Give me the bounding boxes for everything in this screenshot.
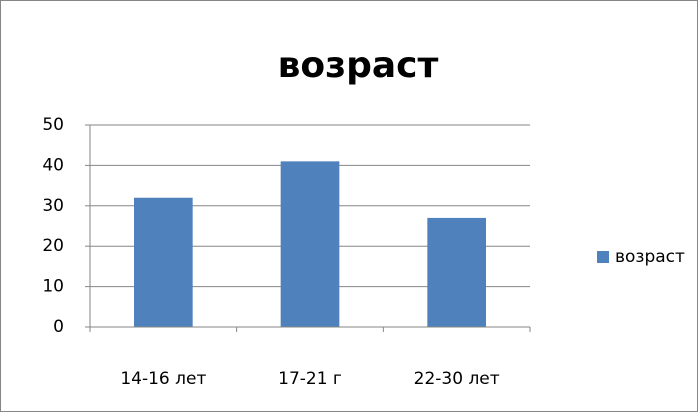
x-tick-label: 14-16 лет — [120, 369, 206, 389]
bar — [280, 161, 340, 327]
legend-swatch — [597, 251, 609, 263]
bar — [427, 217, 486, 327]
y-tick-label: 20 — [42, 236, 64, 256]
legend-label: возраст — [615, 247, 685, 267]
x-tick-label: 22-30 лет — [414, 369, 500, 389]
x-tick-label: 17-21 г — [278, 369, 342, 389]
y-tick-label: 50 — [42, 115, 64, 135]
y-tick-label: 10 — [42, 277, 64, 297]
bar — [134, 197, 193, 327]
y-tick-label: 0 — [53, 317, 64, 337]
chart-title: возраст — [278, 45, 439, 86]
y-tick-label: 30 — [42, 196, 64, 216]
y-tick-label: 40 — [42, 155, 64, 175]
